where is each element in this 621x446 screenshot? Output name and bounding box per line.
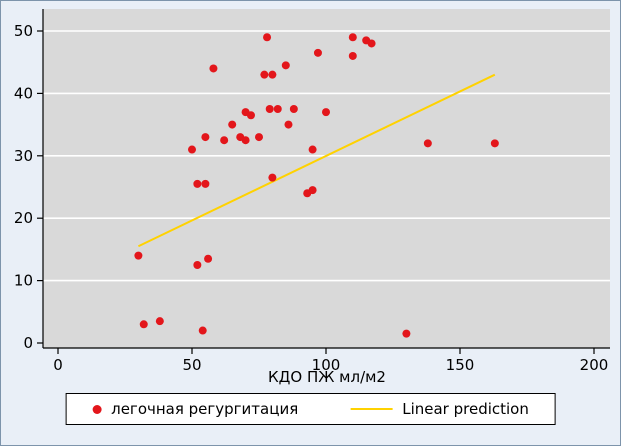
data-point bbox=[201, 133, 210, 142]
data-point bbox=[313, 48, 322, 57]
legend-item-scatter: легочная регургитация bbox=[92, 400, 298, 418]
data-point bbox=[193, 179, 202, 188]
y-tick-label: 10 bbox=[14, 272, 33, 290]
scatter-marker-icon bbox=[92, 404, 102, 414]
x-axis-label: КДО ПЖ мл/м2 bbox=[268, 368, 386, 386]
data-point bbox=[348, 33, 357, 42]
data-point bbox=[281, 61, 290, 70]
legend-label-line: Linear prediction bbox=[402, 400, 529, 418]
data-point bbox=[367, 39, 376, 48]
legend-label-scatter: легочная регургитация bbox=[111, 400, 299, 418]
data-point bbox=[263, 33, 272, 42]
x-tick-label: 50 bbox=[182, 356, 201, 374]
data-point bbox=[268, 173, 277, 182]
data-point bbox=[265, 105, 274, 113]
data-point bbox=[322, 108, 330, 117]
data-point bbox=[268, 70, 277, 79]
data-point bbox=[139, 320, 148, 329]
prediction-line bbox=[137, 73, 496, 248]
data-point bbox=[284, 120, 293, 129]
data-point bbox=[246, 111, 255, 120]
data-point bbox=[348, 51, 357, 60]
data-point bbox=[241, 136, 250, 145]
data-point bbox=[209, 64, 218, 73]
x-tick-label: 0 bbox=[53, 356, 63, 374]
data-point bbox=[402, 329, 411, 338]
y-tick-label: 20 bbox=[14, 209, 33, 227]
data-point bbox=[308, 145, 317, 154]
data-point bbox=[308, 186, 317, 195]
scatter-points bbox=[134, 33, 499, 338]
y-tick-label: 30 bbox=[14, 147, 33, 165]
data-point bbox=[260, 70, 269, 79]
data-point bbox=[201, 179, 210, 188]
y-tick-label: 0 bbox=[23, 334, 33, 352]
data-point bbox=[193, 261, 202, 269]
data-point bbox=[273, 105, 282, 113]
data-point bbox=[155, 317, 164, 326]
data-point bbox=[188, 145, 196, 154]
x-tick-label: 100 bbox=[312, 356, 341, 374]
y-tick-label: 40 bbox=[14, 84, 33, 102]
line-sample-icon bbox=[350, 408, 393, 410]
axes bbox=[37, 9, 610, 354]
tick-labels: 0 50 100 150 200 0 10 20 30 40 50 bbox=[14, 22, 608, 374]
data-point bbox=[423, 139, 432, 148]
legend-item-line: Linear prediction bbox=[350, 400, 529, 418]
data-point bbox=[289, 105, 298, 113]
data-point bbox=[134, 251, 143, 260]
linear-prediction-line bbox=[137, 73, 496, 248]
y-tick-label: 50 bbox=[14, 22, 33, 40]
x-tick-label: 200 bbox=[580, 356, 609, 374]
legend: легочная регургитация Linear prediction bbox=[65, 393, 556, 425]
plot-area bbox=[43, 9, 610, 348]
plot-background-group bbox=[43, 9, 610, 348]
data-point bbox=[198, 326, 207, 335]
x-tick-label: 150 bbox=[446, 356, 475, 374]
data-point bbox=[490, 139, 499, 148]
data-point bbox=[220, 136, 229, 145]
data-point bbox=[255, 133, 263, 142]
data-point bbox=[204, 254, 213, 263]
data-point bbox=[228, 120, 237, 129]
